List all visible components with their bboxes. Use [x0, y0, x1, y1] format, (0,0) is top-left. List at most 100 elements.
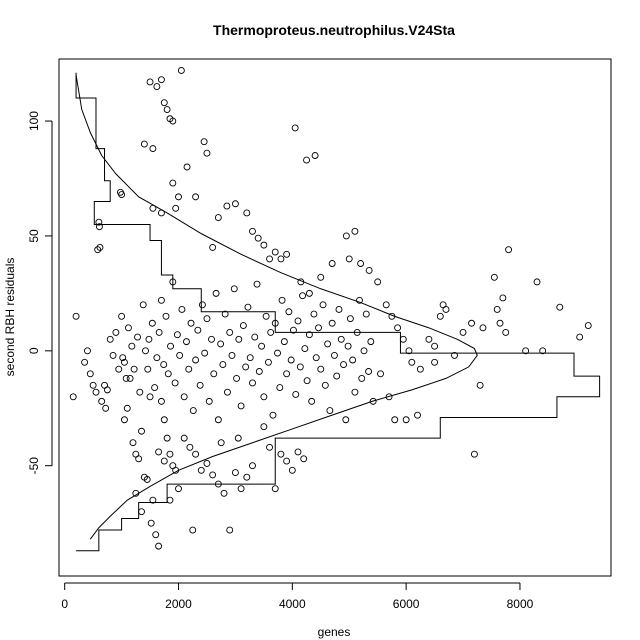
data-point: [335, 306, 343, 313]
data-point: [143, 476, 151, 483]
data-point: [349, 356, 357, 364]
data-point: [333, 372, 341, 380]
data-point: [203, 149, 211, 157]
y-tick-label: 100: [27, 111, 41, 131]
data-point: [351, 227, 359, 235]
data-point: [166, 450, 174, 458]
data-point: [186, 443, 194, 451]
data-point: [69, 393, 77, 401]
plot-frame: [58, 58, 612, 577]
data-point: [277, 255, 285, 263]
data-point: [219, 361, 227, 369]
data-point: [81, 358, 89, 366]
data-point: [243, 473, 251, 481]
data-point: [203, 315, 211, 323]
data-point: [476, 381, 484, 389]
data-point: [109, 351, 117, 359]
data-point: [95, 223, 103, 231]
data-point: [493, 306, 501, 313]
data-point: [369, 397, 377, 405]
data-point: [149, 145, 157, 153]
data-point: [399, 335, 407, 343]
data-point: [153, 354, 161, 362]
data-point: [189, 526, 197, 534]
data-point: [155, 328, 163, 336]
data-point: [233, 374, 241, 382]
data-point: [303, 377, 311, 385]
data-point: [212, 289, 220, 297]
data-point: [198, 301, 206, 309]
data-point: [533, 278, 541, 286]
data-point: [178, 306, 186, 313]
data-point: [377, 370, 384, 378]
y-axis: -50 0 50 100: [27, 111, 53, 474]
data-point: [172, 204, 180, 212]
data-point: [391, 416, 399, 424]
data-point: [130, 365, 138, 373]
data-point: [342, 416, 350, 424]
data-point: [505, 246, 513, 254]
data-point: [274, 349, 281, 357]
data-point: [180, 393, 188, 401]
data-point: [576, 333, 584, 341]
x-axis-title: genes: [318, 625, 351, 639]
data-point: [120, 358, 128, 366]
data-point: [149, 204, 157, 212]
y-tick-label: 0: [27, 347, 41, 354]
data-point: [173, 331, 181, 339]
data-point: [385, 393, 393, 401]
data-point: [115, 365, 123, 373]
data-point: [223, 202, 231, 210]
data-point: [124, 324, 132, 332]
data-point: [220, 489, 228, 497]
data-point: [226, 328, 234, 336]
data-point: [139, 301, 147, 309]
data-point: [187, 319, 195, 327]
data-point: [134, 333, 141, 341]
data-point: [214, 214, 222, 221]
data-point: [98, 397, 106, 405]
data-point: [192, 193, 200, 201]
data-point: [72, 312, 80, 320]
data-point: [251, 333, 259, 341]
data-point: [408, 358, 416, 366]
data-point: [89, 381, 97, 389]
data-point: [356, 296, 363, 304]
data-point: [326, 407, 334, 415]
data-point: [180, 434, 188, 442]
data-point: [214, 416, 222, 424]
data-point: [266, 255, 274, 263]
data-point: [312, 354, 320, 362]
data-point: [183, 338, 190, 346]
data-point: [157, 76, 165, 84]
data-point: [208, 335, 215, 343]
density-curve-layer: [75, 75, 478, 540]
data-point: [280, 338, 288, 346]
data-point: [169, 278, 177, 286]
data-point: [499, 294, 507, 302]
x-tick-label: 8000: [507, 597, 534, 611]
data-point: [201, 349, 209, 357]
data-point: [205, 397, 213, 405]
data-point: [470, 450, 478, 458]
data-point: [84, 347, 91, 355]
data-point: [95, 218, 103, 226]
data-point: [197, 466, 205, 474]
data-point: [315, 324, 322, 332]
data-point: [345, 255, 353, 263]
x-tick-label: 0: [61, 597, 68, 611]
data-point: [310, 310, 318, 318]
data-point: [358, 374, 366, 382]
data-point: [230, 285, 238, 293]
data-point: [228, 351, 236, 359]
data-point: [269, 411, 277, 419]
data-point: [271, 485, 279, 493]
data-point: [136, 388, 144, 396]
data-point: [297, 278, 305, 286]
data-point: [522, 347, 530, 355]
data-point: [249, 379, 256, 387]
data-point: [140, 140, 148, 148]
data-point: [253, 280, 261, 288]
data-point: [138, 427, 145, 435]
data-point: [328, 260, 336, 267]
